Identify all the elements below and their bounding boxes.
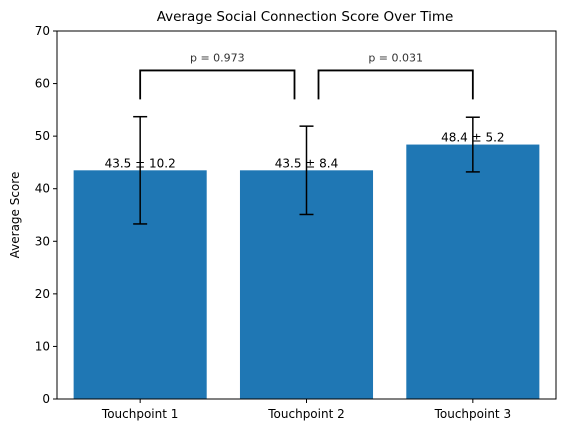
significance-bracket	[317, 69, 474, 100]
error-bars-layer	[133, 115, 480, 225]
data-labels-layer: 43.5 ± 10.2 43.5 ± 8.4 48.4 ± 5.2	[105, 131, 505, 171]
y-tick-label: 30	[35, 234, 50, 248]
y-tick-label: 0	[42, 392, 50, 406]
data-label: 43.5 ± 10.2	[105, 156, 176, 170]
y-tick-label: 10	[35, 339, 50, 353]
chart-title: Average Social Connection Score Over Tim…	[157, 9, 454, 25]
axes-layer: 0 10 20 30 40 50 60 70 Touchpoint 1 Touchpoint 2 T…	[35, 24, 557, 421]
bar	[406, 144, 540, 399]
x-tick-label: Touchpoint 3	[434, 407, 512, 421]
p-value-label: p = 0.031	[368, 51, 423, 64]
y-tick-label: 40	[35, 182, 50, 196]
y-tick-label: 60	[35, 77, 50, 91]
y-tick-label: 50	[35, 129, 50, 143]
data-label: 43.5 ± 8.4	[275, 156, 339, 170]
annotations-layer: p = 0.973 p = 0.031	[139, 51, 474, 100]
p-value-label: p = 0.973	[190, 51, 245, 64]
y-axis-label: Average Score	[8, 172, 22, 259]
x-tick-label: Touchpoint 2	[267, 407, 345, 421]
data-label: 48.4 ± 5.2	[441, 131, 505, 145]
x-tick-label: Touchpoint 1	[101, 407, 179, 421]
y-tick-label: 70	[35, 24, 50, 38]
significance-bracket	[139, 69, 296, 100]
y-tick-label: 20	[35, 287, 50, 301]
